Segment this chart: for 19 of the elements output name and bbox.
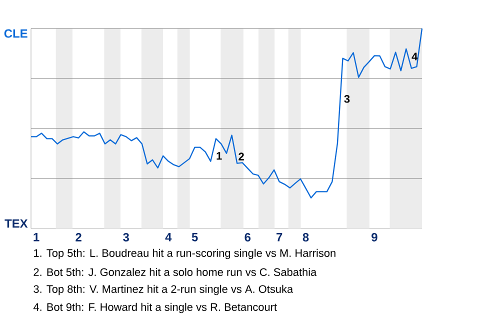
- x-tick-label: 8: [302, 233, 309, 242]
- annotation: 1: [216, 152, 222, 160]
- x-tick-label: 9: [372, 233, 378, 242]
- x-tick-label: 4: [165, 233, 172, 242]
- text: TEX: [4, 219, 28, 228]
- x-tick-label: 7: [276, 233, 282, 242]
- x-tick-label: 2: [76, 233, 82, 242]
- text: CLE: [4, 29, 28, 38]
- text: 1. Top 5th: L. Boudreau hit a run-scoring single vs M. Harrison: [34, 248, 336, 260]
- annotation: 2: [238, 152, 244, 160]
- x-tick-label: 5: [192, 233, 198, 242]
- text: 3. Top 8th: V. Martinez hit a 2-run single vs A. Otsuka: [34, 284, 294, 296]
- x-tick-label: 6: [244, 233, 251, 242]
- annotation: 4: [412, 52, 418, 60]
- annotation: 3: [344, 95, 350, 103]
- x-tick-label: 3: [123, 233, 130, 242]
- text: 4. Bot 9th: F. Howard hit a single vs R. Betancourt: [33, 302, 277, 314]
- text: 2. Bot 5th: J. Gonzalez hit a solo home run vs C. Sabathia: [34, 268, 317, 276]
- x-tick-label: 1: [34, 233, 40, 242]
